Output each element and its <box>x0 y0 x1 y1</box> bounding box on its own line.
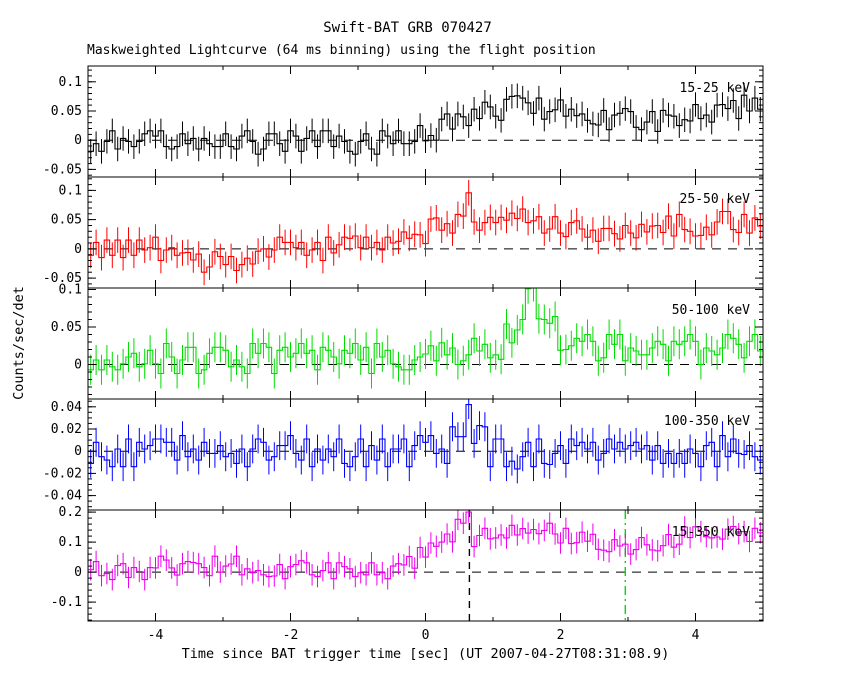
y-tick-label: 0.02 <box>51 422 82 437</box>
step-trace <box>88 288 763 375</box>
panel-label: 25-50 keV <box>680 192 751 207</box>
panel-100-350-kev: 0.04 0.02 0 -0.02 -0.04 100-350 keV <box>43 398 764 511</box>
x-tick-label: -4 <box>148 628 164 643</box>
y-tick-label: 0.1 <box>59 75 82 90</box>
y-tick-label: 0 <box>74 358 82 373</box>
y-tick-label: 0.1 <box>59 183 82 198</box>
y-tick-label: -0.1 <box>51 595 82 610</box>
y-tick-label: 0.05 <box>51 104 82 119</box>
chart-subtitle: Maskweighted Lightcurve (64 ms binning) … <box>87 43 596 58</box>
y-tick-label: -0.02 <box>43 466 82 481</box>
y-tick-label: 0 <box>74 444 82 459</box>
y-tick-label: 0 <box>74 133 82 148</box>
y-tick-label: -0.05 <box>43 271 82 286</box>
panel-label: 50-100 keV <box>672 303 750 318</box>
panel-label: 15-25 keV <box>680 81 751 96</box>
panel-50-100-kev: 0.1 0.05 0 50-100 keV <box>51 283 764 400</box>
x-tick-label: 2 <box>557 628 565 643</box>
step-trace <box>88 404 763 470</box>
page-title: Swift-BAT GRB 070427 <box>323 20 492 36</box>
x-tick-label: 4 <box>692 628 700 643</box>
step-trace <box>88 511 763 581</box>
y-tick-label: -0.05 <box>43 162 82 177</box>
panel-25-50-kev: 0.1 0.05 0 -0.05 25-50 keV <box>43 176 764 289</box>
y-tick-label: 0.04 <box>51 400 82 415</box>
y-tick-label: 0.1 <box>59 283 82 298</box>
step-trace <box>88 192 763 273</box>
y-tick-label: 0.1 <box>59 535 82 550</box>
step-trace <box>88 94 763 155</box>
y-tick-label: 0.2 <box>59 505 82 520</box>
x-tick-label: 0 <box>422 628 430 643</box>
x-tick-label: -2 <box>283 628 299 643</box>
panel-label: 100-350 keV <box>664 414 750 429</box>
y-tick-label: 0.05 <box>51 213 82 228</box>
y-tick-label: 0 <box>74 565 82 580</box>
panel-15-25-kev: 0.1 0.05 0 -0.05 15-25 keV <box>43 65 764 178</box>
panel-frame <box>87 65 764 178</box>
y-tick-label: -0.04 <box>43 489 82 504</box>
x-axis-label: Time since BAT trigger time [sec] (UT 20… <box>181 646 670 662</box>
panel-15-350-kev: 0.2 0.1 0 -0.1 15-350 keV <box>51 505 764 622</box>
y-tick-label: 0.05 <box>51 320 82 335</box>
y-axis-label: Counts/sec/det <box>11 286 27 400</box>
y-tick-label: 0 <box>74 242 82 257</box>
panel-label: 15-350 keV <box>672 525 750 540</box>
